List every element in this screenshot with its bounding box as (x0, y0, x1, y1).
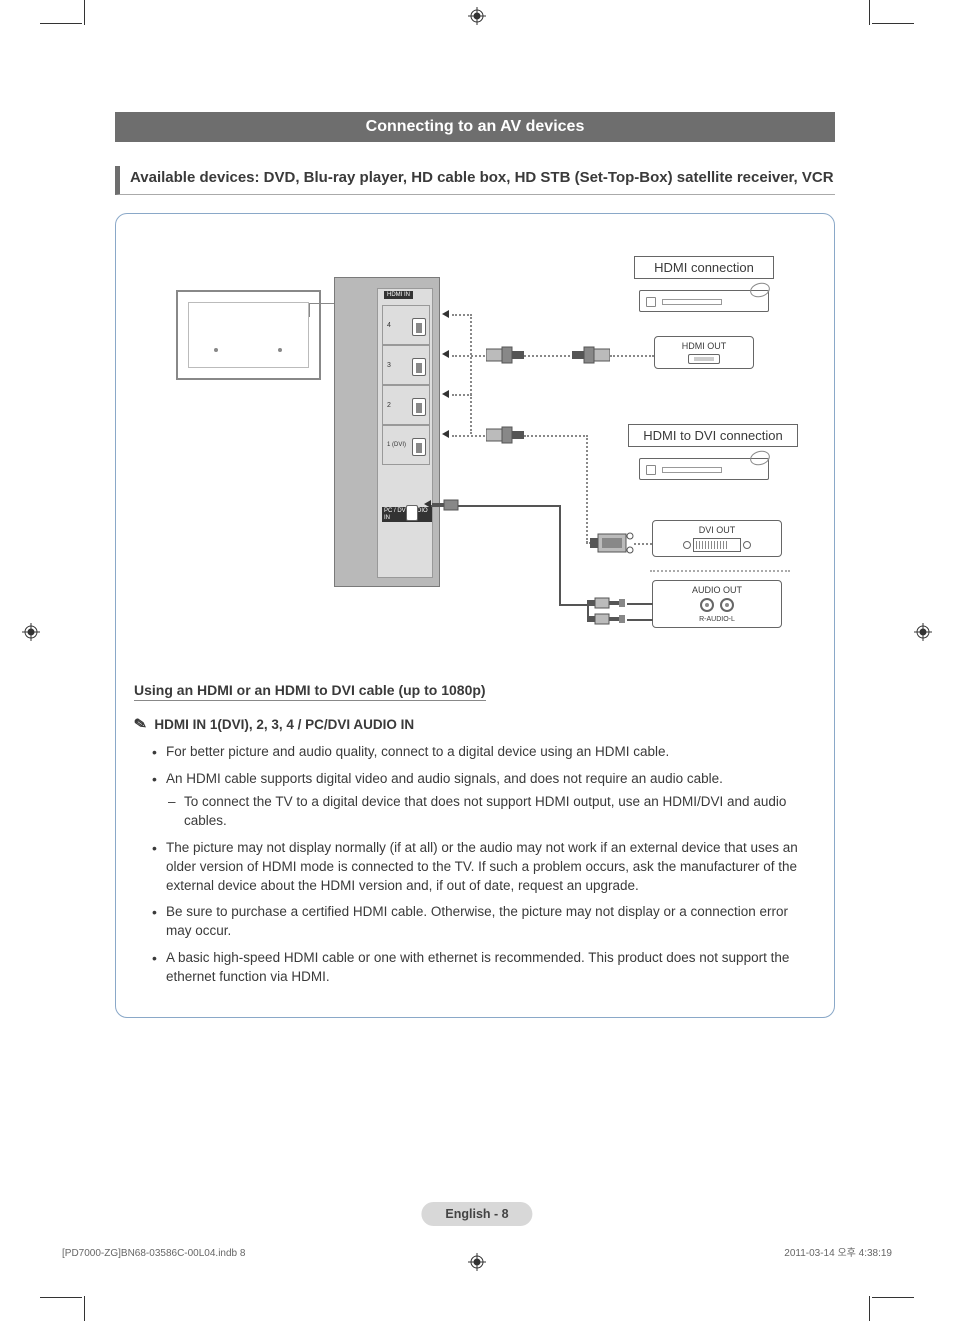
list-item: An HDMI cable supports digital video and… (166, 770, 816, 831)
hdmi-out-port: HDMI OUT (654, 336, 754, 369)
registration-mark-icon (468, 7, 486, 25)
cable-line (524, 355, 574, 357)
cable-line (452, 394, 472, 396)
hdmi-port-3: 3 (382, 345, 430, 385)
section-title-bar: Connecting to an AV devices (115, 112, 835, 142)
r-audio-l-label: R-AUDIO-L (661, 616, 773, 623)
registration-mark-icon (468, 1253, 486, 1271)
cable-line (452, 314, 472, 316)
crop-mark (84, 1296, 85, 1321)
list-item: A basic high-speed HDMI cable or one wit… (166, 949, 816, 987)
audio-cable (627, 619, 653, 621)
audio-out-port: AUDIO OUT R-AUDIO-L (652, 580, 782, 628)
cable-line (586, 435, 588, 543)
tv-button-icon (278, 348, 282, 352)
dvi-plug-icon (590, 530, 634, 556)
crop-mark (40, 23, 82, 24)
hdmi-port-1-dvi: 1 (DVI) (382, 425, 430, 465)
arrow-icon (442, 430, 449, 438)
sub-list-item: To connect the TV to a digital device th… (184, 793, 816, 831)
arrow-icon (442, 310, 449, 318)
hdmi-port-4: 4 (382, 305, 430, 345)
rca-plug-icon (587, 596, 627, 610)
using-hdmi-title: Using an HDMI or an HDMI to DVI cable (u… (134, 682, 486, 701)
footer-timestamp: 2011-03-14 오후 4:38:19 (784, 1244, 892, 1259)
arrow-icon (442, 350, 449, 358)
tv-icon (176, 290, 321, 380)
tv-port-panel: HDMI IN 4 3 2 1 (DVI) PC / DVI AUDIO IN (334, 277, 440, 587)
connection-diagram: HDMI IN 4 3 2 1 (DVI) PC / DVI AUDIO IN (134, 238, 816, 668)
dvi-out-port: DVI OUT (652, 520, 782, 557)
crop-mark (872, 1297, 914, 1298)
cable-line (524, 435, 588, 437)
registration-mark-icon (914, 623, 932, 641)
hdmi-plug-icon (572, 345, 610, 365)
crop-mark (872, 23, 914, 24)
page-content: Connecting to an AV devices Available de… (115, 112, 835, 1018)
instruction-list: For better picture and audio quality, co… (134, 743, 816, 987)
list-item: The picture may not display normally (if… (166, 839, 816, 896)
cable-line (452, 435, 488, 437)
crop-mark (84, 0, 85, 25)
callout-line (309, 303, 334, 304)
diagram-container: HDMI IN 4 3 2 1 (DVI) PC / DVI AUDIO IN (115, 213, 835, 1018)
hdmi-plug-icon (486, 425, 524, 445)
note-label: HDMI IN 1(DVI), 2, 3, 4 / PC/DVI AUDIO I… (154, 717, 414, 732)
panel-inner: HDMI IN 4 3 2 1 (DVI) PC / DVI AUDIO IN (377, 288, 433, 578)
hdmi-plug-icon (486, 345, 524, 365)
rca-plug-icon (587, 612, 627, 626)
hdmi-to-dvi-label: HDMI to DVI connection (628, 424, 798, 447)
audio-cable (587, 604, 589, 620)
pc-dvi-audio-port (406, 505, 418, 521)
footer-doc-info: [PD7000-ZG]BN68-03586C-00L04.indb 8 (62, 1248, 245, 1259)
crop-mark (40, 1297, 82, 1298)
callout-line (309, 303, 310, 317)
hdmi-port-2: 2 (382, 385, 430, 425)
hdmi-connection-label: HDMI connection (634, 256, 774, 279)
separator-line (650, 570, 790, 572)
audio-plug-icon (432, 496, 462, 514)
hdmi-device-icon (639, 290, 779, 324)
available-devices-block: Available devices: DVD, Blu-ray player, … (115, 166, 835, 195)
audio-cable (627, 603, 653, 605)
cable-line (470, 314, 472, 434)
hdmi-in-label: HDMI IN (384, 291, 413, 299)
arrow-icon (442, 390, 449, 398)
tv-button-icon (214, 348, 218, 352)
note-icon: ✎ (133, 714, 149, 734)
list-item: Be sure to purchase a certified HDMI cab… (166, 903, 816, 941)
list-item-text: An HDMI cable supports digital video and… (166, 771, 723, 786)
dvi-device-icon (639, 458, 779, 492)
cable-line (610, 355, 654, 357)
page-number-pill: English - 8 (421, 1202, 532, 1226)
dvi-out-label: DVI OUT (661, 525, 773, 535)
audio-cable (559, 604, 589, 606)
audio-out-label: AUDIO OUT (661, 585, 773, 595)
crop-mark (869, 0, 870, 25)
arrow-icon (424, 500, 431, 508)
audio-cable (559, 505, 561, 605)
list-item: For better picture and audio quality, co… (166, 743, 816, 762)
registration-mark-icon (22, 623, 40, 641)
cable-line (452, 355, 488, 357)
crop-mark (869, 1296, 870, 1321)
note-line: ✎ HDMI IN 1(DVI), 2, 3, 4 / PC/DVI AUDIO… (134, 715, 816, 733)
hdmi-out-label: HDMI OUT (663, 341, 745, 351)
